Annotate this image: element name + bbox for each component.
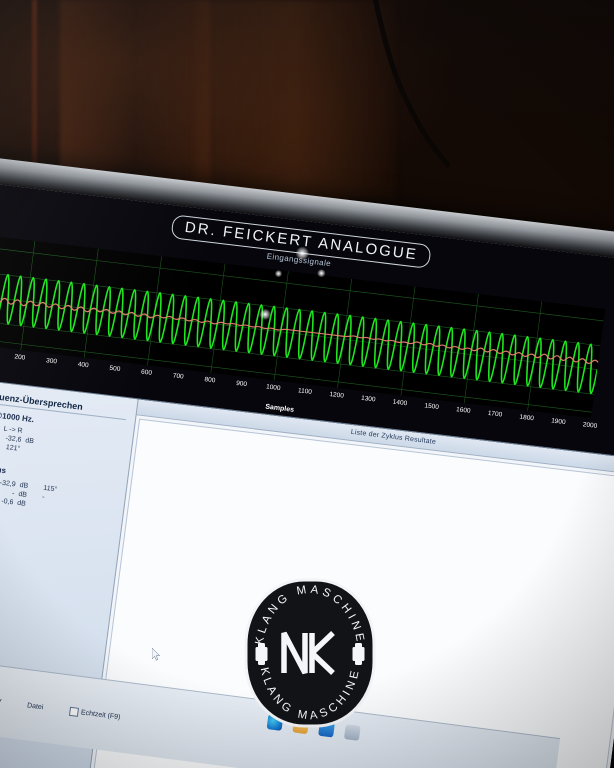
x-tick-8: 800 [204, 376, 216, 385]
x-tick-15: 1500 [423, 402, 440, 412]
x-tick-20: 2000 [582, 421, 598, 430]
x-tick-4: 400 [77, 361, 90, 370]
realtime-label: Echtzeit (F9) [80, 708, 121, 721]
x-tick-17: 1700 [487, 409, 503, 419]
klang-maschine-watermark: KLANG MASCHINE KLANG MASCHINE [243, 577, 377, 729]
phase-mono-lr [41, 508, 67, 511]
x-tick-2: 200 [13, 353, 26, 362]
x-tick-16: 1600 [455, 406, 471, 415]
unit-l-to-r: dB [19, 481, 29, 490]
realtime-checkbox[interactable] [68, 706, 79, 717]
x-tick-11: 1100 [297, 387, 313, 396]
file-menu-label[interactable]: Datei [26, 701, 44, 711]
x-tick-3: 300 [45, 357, 58, 366]
realtime-checkbox-row[interactable]: Echtzeit (F9) [68, 706, 121, 722]
unit-phasenwinkel [24, 451, 44, 453]
extra-richtung [50, 436, 76, 439]
curtain-left [60, 0, 210, 190]
unit-mono-lr: dB [16, 499, 27, 508]
unit-r-to-l: dB [17, 490, 28, 499]
unit-wert: dB [24, 437, 35, 446]
x-tick-5: 500 [109, 364, 121, 374]
x-tick-6: 600 [140, 368, 153, 377]
x-tick-9: 900 [235, 379, 248, 389]
mouse-cursor-icon [151, 647, 161, 661]
x-tick-14: 1400 [392, 398, 408, 408]
unit-richtung [26, 433, 46, 435]
extra-phasenwinkel [48, 454, 74, 457]
x-tick-10: 1000 [265, 383, 281, 393]
plot-x-axis-title: Samples [264, 403, 295, 414]
x-tick-7: 700 [172, 372, 185, 381]
extra-wert [49, 445, 75, 448]
cable-silhouette [330, 0, 451, 205]
x-tick-13: 1300 [360, 394, 376, 404]
x-tick-19: 1900 [550, 417, 566, 427]
value-l-to-r: -32,9 [0, 479, 17, 489]
wav-label: WAV [0, 696, 2, 705]
x-tick-18: 1800 [519, 413, 535, 423]
x-tick-12: 1200 [328, 391, 345, 400]
value-richtung: L -> R [3, 425, 23, 435]
